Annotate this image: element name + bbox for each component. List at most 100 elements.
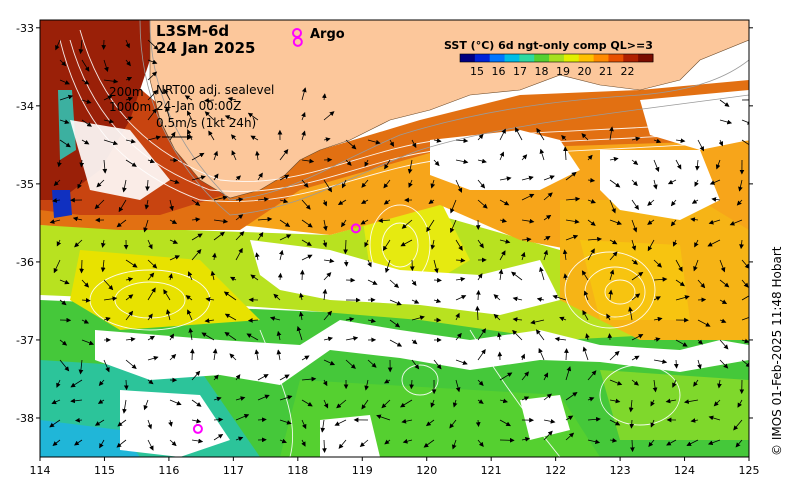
current-vector <box>49 419 61 428</box>
current-vector <box>320 419 326 433</box>
colorbar-ticks: 15 16 17 18 19 20 21 22 <box>470 65 635 78</box>
current-vector <box>521 237 532 242</box>
current-vector <box>708 415 721 421</box>
current-vector <box>455 138 469 144</box>
colorbar-swatch <box>638 54 654 62</box>
current-vector <box>279 219 291 227</box>
current-vector <box>147 135 161 141</box>
current-vector <box>147 108 157 121</box>
current-vector <box>684 399 699 404</box>
current-vector <box>53 179 61 186</box>
current-vector <box>512 317 523 322</box>
lon-tick-label: 115 <box>94 464 115 477</box>
current-vector <box>81 99 92 104</box>
current-vector <box>301 439 306 447</box>
current-vector <box>521 371 530 381</box>
current-vector <box>191 399 202 407</box>
current-vector <box>609 199 616 214</box>
current-vector <box>210 270 216 281</box>
current-vector <box>79 259 85 274</box>
current-vector <box>235 396 246 401</box>
current-vector <box>455 239 463 251</box>
current-vector <box>254 349 260 361</box>
current-vector <box>147 239 153 250</box>
current-vector <box>361 199 369 204</box>
current-vector <box>719 119 733 125</box>
current-vector <box>59 339 68 346</box>
current-vector <box>384 259 391 274</box>
current-vector <box>191 438 204 444</box>
current-vector <box>231 150 237 161</box>
lat-tick-label: -38 <box>16 412 34 425</box>
current-vector <box>543 175 555 181</box>
current-vector <box>430 179 436 189</box>
current-vector <box>147 59 158 65</box>
current-vector <box>235 197 244 203</box>
current-vector <box>695 159 700 171</box>
current-vector <box>224 115 237 121</box>
current-vector <box>100 239 106 248</box>
current-vector <box>191 152 205 161</box>
current-vector <box>276 349 282 361</box>
current-vector <box>100 259 106 273</box>
current-vector <box>345 359 356 369</box>
current-vector <box>323 310 333 321</box>
current-vector <box>147 287 156 301</box>
current-vector <box>51 399 61 405</box>
current-vector <box>145 179 150 192</box>
current-vector <box>719 279 730 288</box>
current-vector <box>543 430 553 441</box>
current-vector <box>739 239 744 250</box>
current-vector <box>49 219 61 224</box>
current-vector <box>719 259 726 273</box>
current-vector <box>246 333 259 341</box>
current-vector <box>411 359 420 370</box>
current-vector <box>168 273 173 281</box>
isobaths <box>139 20 749 216</box>
current-vector <box>341 179 347 189</box>
current-vector <box>433 138 442 143</box>
current-vector <box>675 295 690 301</box>
current-vector <box>411 339 418 345</box>
current-vector <box>499 176 512 182</box>
current-vector <box>276 330 282 341</box>
current-vector <box>81 279 90 288</box>
current-vector <box>147 39 159 50</box>
colorbar-tick-label: 22 <box>621 65 635 78</box>
current-vector <box>301 130 306 141</box>
colorbar-swatch <box>474 54 491 62</box>
current-vector <box>189 348 195 361</box>
colorbar-swatch <box>460 54 476 62</box>
current-vector <box>693 379 699 387</box>
current-vector <box>606 313 611 321</box>
current-vector <box>273 293 281 301</box>
current-vector <box>367 359 377 368</box>
current-vector <box>587 154 593 161</box>
current-vector <box>499 218 507 223</box>
current-vector <box>609 269 615 281</box>
current-vector <box>631 219 638 233</box>
current-vector <box>279 198 289 204</box>
current-vector <box>587 177 596 183</box>
current-vector <box>411 139 417 149</box>
current-vector <box>563 273 568 281</box>
current-vector <box>455 332 462 341</box>
current-vector <box>224 331 237 341</box>
current-vector <box>169 131 176 141</box>
current-vector <box>530 319 545 325</box>
current-vector <box>402 438 413 444</box>
current-vector <box>257 216 273 222</box>
current-vector <box>257 417 267 423</box>
current-vector <box>609 126 614 141</box>
current-vector <box>59 299 67 306</box>
current-vector <box>147 439 154 451</box>
current-vector <box>223 291 237 301</box>
current-vector <box>477 133 484 141</box>
current-vector <box>323 359 336 366</box>
current-vector <box>499 419 511 427</box>
current-vector <box>147 89 158 101</box>
current-vector <box>169 239 179 244</box>
current-vector <box>512 296 523 302</box>
current-vector <box>361 179 369 188</box>
current-vector <box>125 336 136 342</box>
